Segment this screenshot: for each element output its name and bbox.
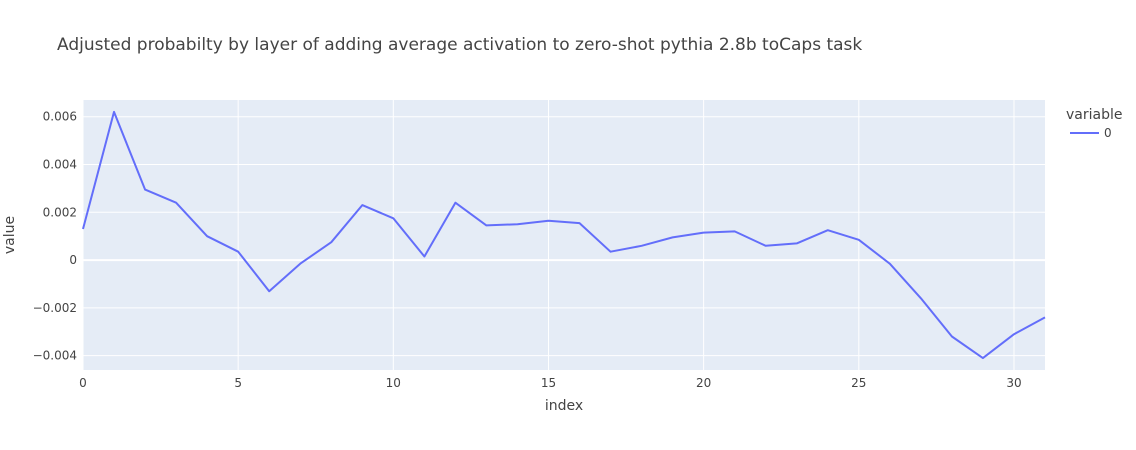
x-tick-label: 20 <box>696 376 711 390</box>
x-tick-label: 0 <box>79 376 87 390</box>
y-tick-label: 0 <box>69 253 77 267</box>
plot-area <box>83 100 1045 370</box>
y-axis-ticks: −0.004 −0.002 0 0.002 0.004 0.006 <box>33 110 77 363</box>
chart-title: Adjusted probabilty by layer of adding a… <box>57 35 862 55</box>
legend-title: variable <box>1066 107 1122 123</box>
x-tick-label: 15 <box>541 376 556 390</box>
legend-items: 0 <box>1070 126 1112 140</box>
series-layer <box>82 110 1046 360</box>
x-tick-label: 25 <box>851 376 866 390</box>
x-tick-label: 5 <box>234 376 242 390</box>
legend-item-label: 0 <box>1104 126 1112 140</box>
x-axis-ticks: 0 5 10 15 20 25 30 <box>79 376 1021 390</box>
y-tick-label: 0.004 <box>43 158 77 172</box>
y-tick-label: −0.004 <box>33 349 77 363</box>
x-tick-label: 10 <box>386 376 401 390</box>
y-tick-label: 0.002 <box>43 205 77 219</box>
x-axis-title: index <box>545 398 583 414</box>
legend: variable 0 <box>1066 107 1122 140</box>
x-gridlines <box>82 100 1015 370</box>
y-tick-label: −0.002 <box>33 301 77 315</box>
x-tick-label: 30 <box>1006 376 1021 390</box>
y-axis-title: value <box>2 216 18 254</box>
series-line <box>82 110 1046 360</box>
y-tick-label: 0.006 <box>43 110 77 124</box>
